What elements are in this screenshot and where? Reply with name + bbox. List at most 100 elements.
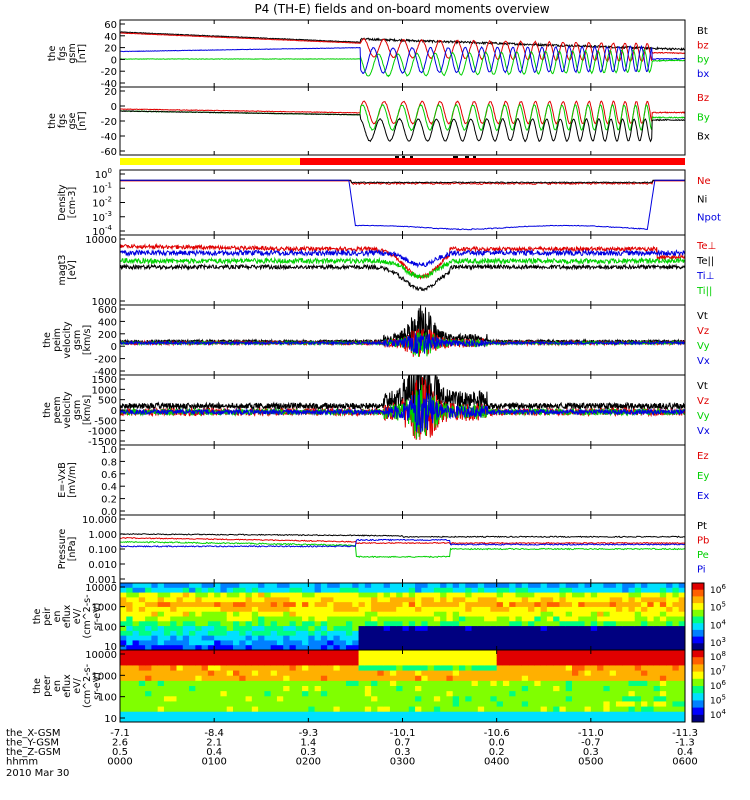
spectrogram-cell <box>138 665 146 672</box>
spectrogram-cell <box>641 645 648 651</box>
y-tick-label: 0 <box>111 55 117 66</box>
spectrogram-cell <box>182 686 190 692</box>
y-tick-label: -400 <box>94 367 117 378</box>
spectrogram-cell <box>546 701 554 708</box>
spectrogram-cell <box>189 655 196 661</box>
spectrogram-cell <box>408 611 416 617</box>
spectrogram-cell <box>502 621 510 627</box>
spectrogram-cell <box>239 655 247 661</box>
spectrogram-cell <box>546 640 554 646</box>
spectrogram-cell <box>433 635 441 641</box>
spectrogram-cell <box>314 686 322 692</box>
spectrogram-cell <box>170 606 177 613</box>
spectrogram-cell <box>452 675 460 682</box>
y-tick-label: -20 <box>101 67 117 78</box>
spectrogram-cell <box>339 691 347 697</box>
spectrogram-cell <box>634 626 642 632</box>
spectrogram-cell <box>251 716 259 723</box>
spectrogram-cell <box>433 706 441 713</box>
spectrogram-cell <box>157 686 165 692</box>
spectrogram-cell <box>339 602 347 608</box>
spectrogram-cell <box>233 716 240 723</box>
spectrogram-cell <box>546 611 554 617</box>
y-axis-label: the <box>47 113 58 129</box>
spectrogram-cell <box>138 606 146 613</box>
spectrogram-cell <box>678 686 686 692</box>
spectrogram-cell <box>509 686 516 692</box>
y-axis-label: [nT] <box>77 44 88 63</box>
spectrogram-cell <box>509 602 516 608</box>
spectrogram-cell <box>195 626 203 632</box>
spectrogram-cell <box>415 611 422 617</box>
spectrogram-cell <box>151 711 159 718</box>
spectrogram-cell <box>383 645 391 651</box>
spectrogram-cell <box>138 711 146 718</box>
spectrogram-cell <box>195 701 203 708</box>
spectrogram-cell <box>233 606 240 613</box>
spectrogram-cell <box>383 592 391 598</box>
spectrogram-cell <box>226 635 234 641</box>
series-Pb <box>119 536 686 545</box>
spectrogram-cell <box>615 626 623 632</box>
colorbar-label: 106 <box>710 679 726 692</box>
spectrogram-cell <box>138 630 146 637</box>
spectrogram-cell <box>371 640 378 646</box>
spectrogram-cell <box>528 616 535 622</box>
spectrogram-cell <box>502 686 510 692</box>
spectrogram-cell <box>471 630 479 637</box>
spectrogram-cell <box>666 606 673 613</box>
spectrogram-cell <box>572 650 579 656</box>
spectrogram-cell <box>553 626 560 632</box>
spectrogram-cell <box>126 611 134 617</box>
y-axis-label: [nPa] <box>67 537 78 562</box>
spectrogram-cell <box>634 583 642 589</box>
spectrogram-cell <box>251 602 259 608</box>
spectrogram-cell <box>653 606 661 613</box>
spectrogram-cell <box>364 670 372 677</box>
spectrogram-cell <box>496 716 504 723</box>
spectrogram-cell <box>163 645 171 651</box>
spectrogram-cell <box>364 583 372 589</box>
spectrogram-cell <box>151 626 159 632</box>
spectrogram-cell <box>358 701 366 708</box>
spectrogram-cell <box>214 626 221 632</box>
spectrogram-cell <box>440 680 447 687</box>
spectrogram-cell <box>314 691 322 697</box>
spectrogram-cell <box>138 587 146 594</box>
spectrogram-cell <box>659 716 667 723</box>
spectrogram-cell <box>515 670 523 677</box>
y-tick-label: -1500 <box>88 437 117 448</box>
spectrogram-cell <box>352 592 360 598</box>
spectrogram-cell <box>609 645 617 651</box>
spectrogram-cell <box>559 606 567 613</box>
spectrogram-cell <box>553 670 560 677</box>
y-axis-label: gsm <box>67 43 78 63</box>
spectrogram-cell <box>540 691 548 697</box>
spectrogram-cell <box>352 691 360 697</box>
spectrogram-cell <box>559 640 567 646</box>
spectrogram-cell <box>163 650 171 656</box>
spectrogram-cell <box>459 626 466 632</box>
spectrogram-cell <box>615 691 623 697</box>
spectrogram-cell <box>233 597 240 603</box>
spectrogram-cell <box>320 686 328 692</box>
series-Vt <box>119 304 686 345</box>
spectrogram-cell <box>666 645 673 651</box>
spectrogram-cell <box>584 626 592 632</box>
spectrogram-cell <box>584 640 592 646</box>
spectrogram-cell <box>597 635 604 641</box>
spectrogram-cell <box>339 583 347 589</box>
spectrogram-cell <box>622 621 629 627</box>
spectrogram-cell <box>584 621 592 627</box>
spectrogram-cell <box>559 686 567 692</box>
spectrogram-cell <box>666 592 673 598</box>
spectrogram-cell <box>302 611 309 617</box>
x-axis-row-label: the_Y-GSM <box>6 738 59 749</box>
spectrogram-cell <box>672 696 680 702</box>
spectrogram-cell <box>289 645 297 651</box>
spectrogram-cell <box>534 621 542 627</box>
spectrogram-cell <box>440 655 447 661</box>
spectrogram-cell <box>427 660 435 666</box>
spectrogram-cell <box>276 611 284 617</box>
spectrogram-cell <box>572 630 579 637</box>
